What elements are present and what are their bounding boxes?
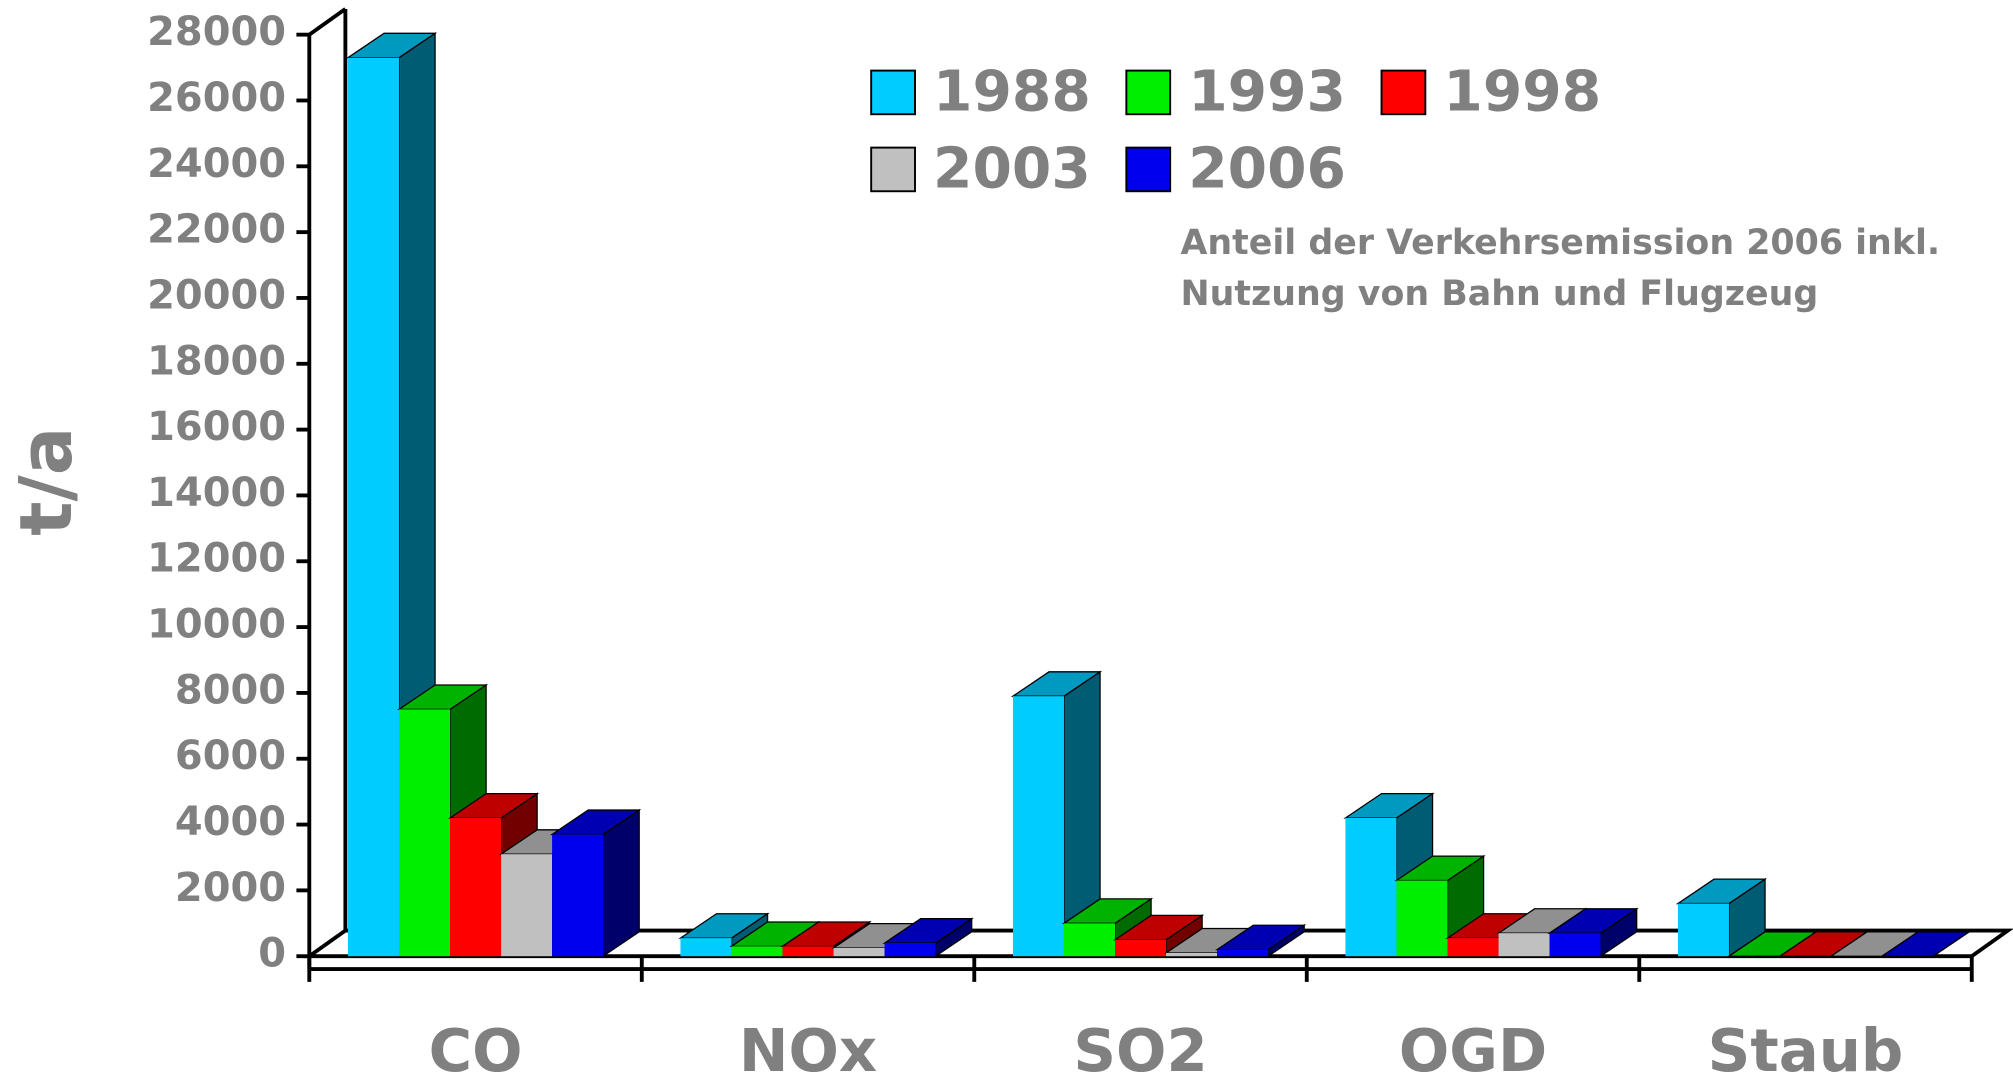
x-tick-label: CO: [429, 1016, 523, 1082]
bar: [1214, 924, 1307, 958]
y-tick-label: 10000: [147, 602, 286, 648]
bar-front: [884, 943, 936, 957]
bar-front: [501, 854, 553, 957]
bar: [1547, 907, 1639, 958]
y-tick-label: 16000: [147, 404, 286, 450]
legend-label: 2003: [933, 136, 1091, 202]
bar-side: [602, 808, 640, 958]
y-tick-label: 26000: [147, 75, 286, 121]
bar-front: [552, 834, 604, 957]
bar: [1112, 914, 1205, 958]
x-tick-label: SO2: [1073, 1016, 1207, 1082]
legend-swatch: [1125, 146, 1172, 193]
y-tick-label: 28000: [147, 9, 286, 55]
bar-front: [782, 946, 834, 957]
axis-top: [308, 7, 347, 37]
bar-front: [450, 817, 502, 957]
bar-top: [1879, 931, 1972, 957]
bar-front: [1166, 952, 1218, 957]
annotation: Anteil der Verkehrsemission 2006 inkl.: [1180, 223, 1940, 263]
bar-front: [1677, 903, 1729, 957]
bar-front: [1115, 939, 1167, 957]
bar: [1010, 670, 1103, 958]
y-tick-label: 4000: [175, 799, 286, 845]
bar-front: [1217, 949, 1269, 957]
y-tick-label: 18000: [147, 338, 286, 384]
bar: [1879, 931, 1972, 957]
y-tick-label: 20000: [147, 273, 286, 319]
y-tick-label: 22000: [147, 207, 286, 253]
bar-front: [1498, 933, 1550, 957]
y-tick-label: 6000: [175, 733, 286, 779]
x-tick-label: OGD: [1399, 1016, 1547, 1082]
bar-front: [1447, 938, 1499, 957]
legend-label: 2006: [1188, 136, 1346, 202]
bar-front: [347, 57, 399, 957]
x-tick-label: Staub: [1708, 1016, 1904, 1082]
bar-front: [398, 709, 451, 957]
legend-swatch: [870, 146, 916, 193]
bar-front: [1549, 933, 1601, 957]
annotation: Nutzung von Bahn und Flugzeug: [1180, 274, 1818, 314]
legend-swatch: [1380, 69, 1427, 116]
y-tick-label: 24000: [147, 141, 286, 187]
y-tick-label: 2000: [175, 865, 286, 911]
y-tick-label: 8000: [175, 667, 286, 713]
y-axis-label: t/a: [4, 427, 88, 536]
bar-front: [680, 938, 732, 957]
bar-front: [833, 947, 885, 957]
bar-front: [731, 946, 783, 957]
y-tick-label: 12000: [147, 536, 286, 582]
legend-label: 1993: [1188, 59, 1346, 125]
legend-swatch: [1125, 69, 1172, 116]
legend-label: 1998: [1443, 59, 1601, 125]
bar-front: [1345, 817, 1397, 957]
y-tick-label: 0: [258, 931, 286, 977]
x-tick-label: NOx: [739, 1016, 877, 1082]
bar: [882, 917, 974, 958]
bar-front: [1063, 923, 1116, 957]
bar: [549, 808, 642, 958]
bar-front: [1396, 880, 1448, 957]
y-tick-label: 14000: [147, 470, 286, 516]
legend-label: 1988: [933, 59, 1091, 125]
bar-front: [1012, 696, 1064, 957]
legend-swatch: [870, 69, 916, 116]
